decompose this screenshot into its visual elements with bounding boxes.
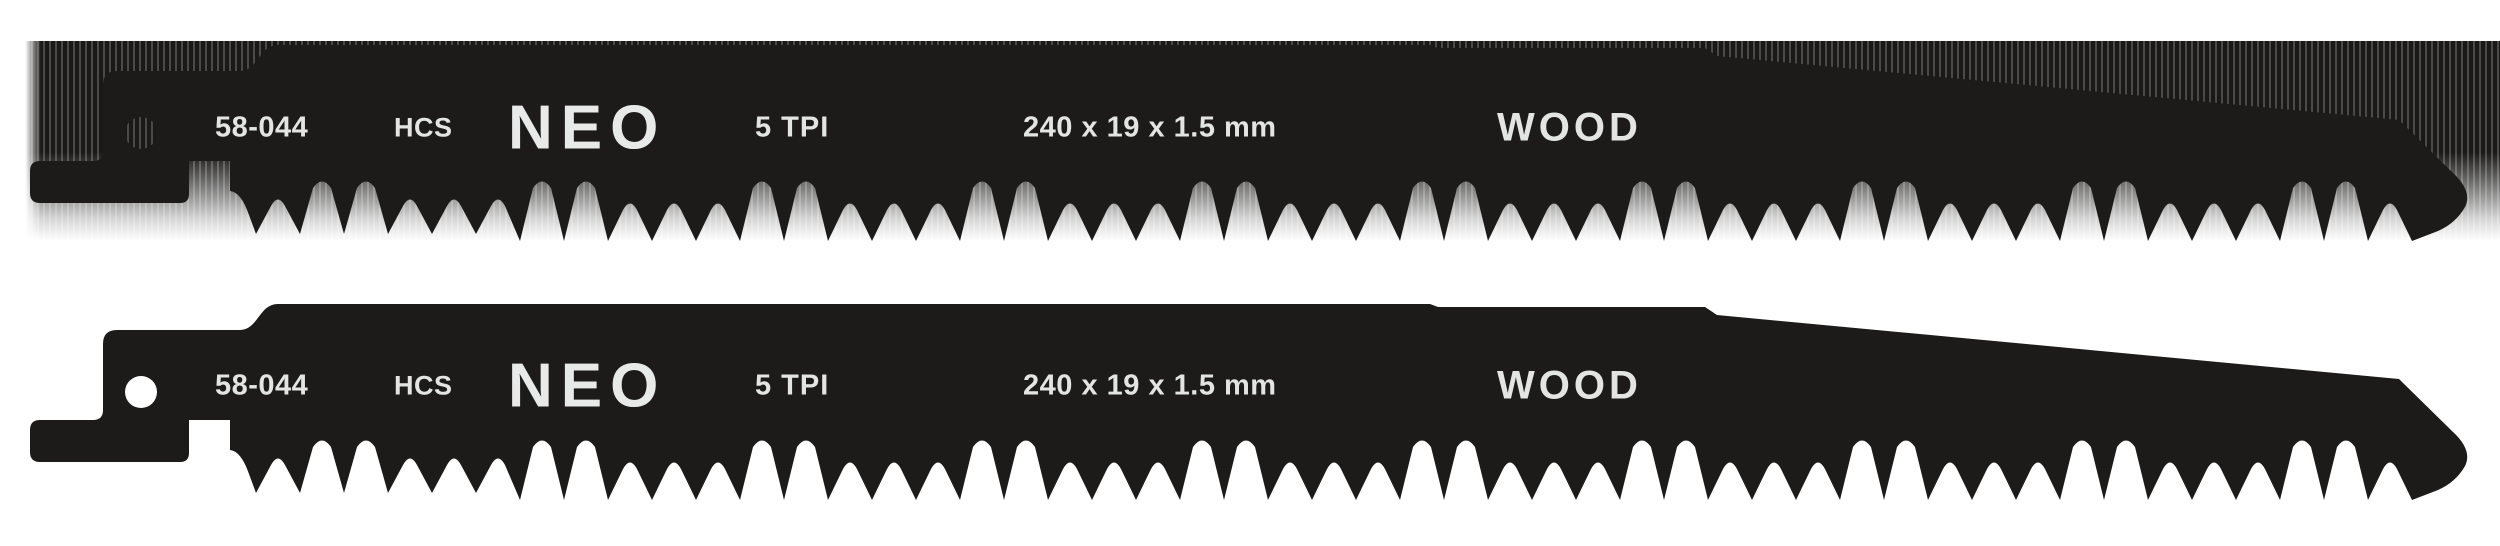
dimensions-label: 240 x 19 x 1.5 mm [1023,111,1277,144]
neo-logo: NEO [508,93,667,163]
application-label: WOOD [1497,105,1642,150]
dimensions-label: 240 x 19 x 1.5 mm [1023,369,1277,402]
material-label: HCS [394,370,453,401]
tpi-label: 5 TPI [755,369,830,402]
blade-code: 58-044 [215,111,309,144]
application-label: WOOD [1497,363,1642,408]
blade-code: 58-044 [215,369,309,402]
material-label: HCS [394,112,453,143]
neo-logo: NEO [508,351,667,421]
tpi-label: 5 TPI [755,111,830,144]
